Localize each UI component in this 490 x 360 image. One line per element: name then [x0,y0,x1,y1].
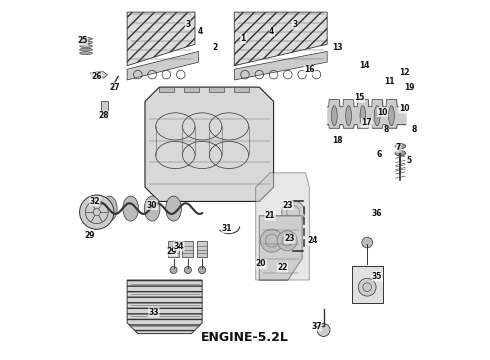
Text: 3: 3 [293,20,297,29]
Bar [159,87,173,93]
Text: 31: 31 [222,224,232,233]
Polygon shape [145,87,273,202]
Ellipse shape [123,196,139,221]
Text: 30: 30 [147,201,157,210]
Bar [197,241,207,257]
Ellipse shape [79,45,93,48]
Polygon shape [256,173,309,280]
Text: 25: 25 [77,36,88,45]
Text: 17: 17 [361,118,372,127]
Text: 6: 6 [376,150,382,159]
Ellipse shape [360,106,366,126]
Text: 29: 29 [167,247,177,256]
Bar [352,266,383,303]
Ellipse shape [166,196,181,221]
Circle shape [317,324,330,337]
Text: 11: 11 [385,77,395,86]
Text: 13: 13 [333,43,343,52]
Text: 10: 10 [377,108,388,117]
Circle shape [282,201,305,224]
Ellipse shape [346,106,351,126]
Text: 28: 28 [98,111,109,120]
Text: 4: 4 [198,27,203,36]
Text: 23: 23 [283,201,293,210]
Text: 8: 8 [383,126,389,135]
Bar [184,87,198,93]
Ellipse shape [198,266,206,274]
Text: 23: 23 [284,234,295,243]
Text: 24: 24 [308,236,318,245]
Bar [209,87,223,93]
Bar [101,102,108,114]
Ellipse shape [79,41,93,44]
Circle shape [362,237,372,248]
Text: 26: 26 [92,72,102,81]
Text: 27: 27 [109,83,120,92]
Text: 22: 22 [277,263,288,272]
Ellipse shape [79,52,93,55]
Text: 19: 19 [404,83,415,92]
Ellipse shape [79,48,93,51]
Bar [234,87,248,93]
Text: 4: 4 [269,27,274,36]
Polygon shape [91,71,107,78]
Ellipse shape [79,37,93,40]
Text: 3: 3 [185,20,191,29]
Ellipse shape [374,106,380,126]
Text: 15: 15 [354,93,365,102]
Text: 2: 2 [212,43,217,52]
Circle shape [277,231,297,251]
Ellipse shape [395,151,406,156]
Ellipse shape [395,144,406,149]
Text: 29: 29 [84,231,95,240]
Bar [182,241,193,257]
Text: 16: 16 [304,66,315,75]
Bar [168,241,179,257]
Text: 20: 20 [256,260,267,269]
Polygon shape [127,12,195,66]
Polygon shape [127,51,198,80]
Ellipse shape [331,106,337,126]
Ellipse shape [184,266,192,274]
Text: ENGINE-5.2L: ENGINE-5.2L [201,331,289,344]
Text: 18: 18 [333,136,343,145]
Text: 32: 32 [90,197,100,206]
Polygon shape [127,280,202,334]
Ellipse shape [144,196,160,221]
Ellipse shape [170,266,177,274]
Text: 36: 36 [372,210,382,219]
Text: 14: 14 [360,61,370,70]
Text: 12: 12 [399,68,409,77]
Text: 33: 33 [148,308,159,317]
Polygon shape [234,51,327,80]
Text: 37: 37 [311,322,322,331]
Polygon shape [259,216,302,280]
Text: 1: 1 [241,35,246,44]
Ellipse shape [389,106,394,126]
Polygon shape [234,12,327,66]
Text: 7: 7 [396,143,401,152]
Circle shape [79,195,114,229]
Text: 10: 10 [399,104,409,113]
Text: 35: 35 [372,272,382,281]
Circle shape [260,229,283,252]
Text: 34: 34 [173,242,184,251]
Circle shape [358,278,376,296]
Text: 21: 21 [265,211,275,220]
Text: 5: 5 [407,156,412,165]
Text: 8: 8 [412,126,417,135]
Ellipse shape [101,196,117,221]
